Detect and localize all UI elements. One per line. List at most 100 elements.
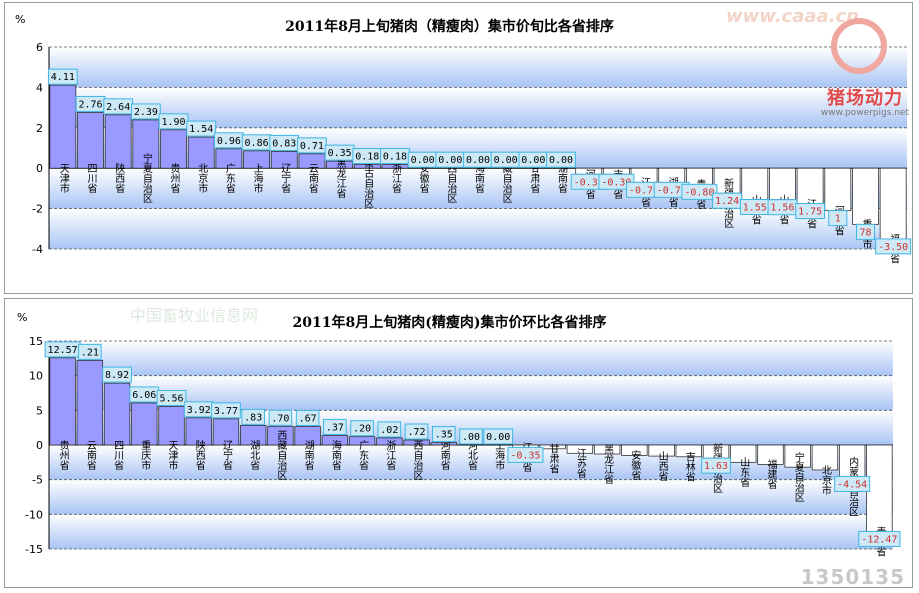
category-label: 安徽省 — [417, 162, 429, 194]
chart-huanbi: 15 10 5 0 -5 -10 -15% 2011年8月上旬猪肉(精瘦肉)集市价环比各省排序… — [17, 311, 901, 557]
category-label: 四川省 — [112, 440, 124, 471]
y-tick-label: -5 — [32, 474, 43, 487]
data-label: 3.77 — [214, 406, 238, 417]
data-label: -4.54 — [837, 479, 867, 490]
category-label: 广东省 — [357, 440, 369, 471]
data-label: 0.35 — [328, 148, 352, 159]
y-tick-label: 0 — [36, 162, 43, 175]
bar — [838, 444, 866, 477]
data-label: 2.39 — [134, 107, 158, 118]
data-label: 0.83 — [272, 138, 296, 149]
data-label: 1.54 — [189, 124, 213, 135]
chart-panel-xunbi: 6 4 2 0 -2 -4% 2011年8月上旬猪肉（精瘦肉）集市价旬比各省排序 天津市 四川省… — [4, 2, 913, 294]
bar — [298, 153, 326, 169]
category-label: 北京市 — [196, 163, 208, 194]
bar — [267, 425, 294, 446]
data-label: .37 — [326, 423, 344, 434]
data-label: -3.50 — [878, 242, 908, 253]
category-label: 河南省 — [438, 440, 450, 471]
data-label-box — [323, 419, 347, 436]
data-label-box — [241, 408, 265, 425]
bar — [326, 160, 354, 169]
category-label: 黑龙江省 — [334, 158, 346, 199]
bar — [215, 148, 243, 169]
bar — [648, 444, 675, 457]
category-label: 四川省 — [85, 163, 97, 194]
data-label: 0.86 — [245, 138, 269, 149]
bar — [294, 426, 321, 446]
data-label: 1.90 — [162, 117, 186, 128]
data-label: 0.18 — [383, 152, 407, 163]
bar — [212, 418, 240, 446]
bar — [49, 357, 76, 446]
plot-band — [49, 514, 893, 549]
bar — [879, 167, 907, 240]
bar — [76, 359, 104, 446]
data-label-box — [701, 457, 731, 474]
data-label-box — [47, 68, 78, 85]
data-label-box — [404, 423, 429, 440]
data-label: 0.00 — [466, 155, 490, 166]
category-label: 辽宁省 — [279, 163, 291, 194]
category-label: 广东省 — [223, 163, 235, 194]
data-label-box — [186, 120, 217, 137]
watermark-brand: 猪场动力 — [827, 88, 903, 109]
data-label: 6.06 — [132, 390, 156, 401]
data-label: 2.76 — [78, 99, 102, 110]
bar — [239, 424, 267, 446]
bar — [730, 444, 757, 463]
data-label: .21 — [81, 347, 99, 358]
category-label: 天津市 — [57, 163, 69, 194]
data-label: 5.56 — [159, 393, 183, 404]
category-label: 浙江省 — [384, 440, 396, 471]
data-label: 1.63 — [704, 461, 728, 472]
bar — [321, 435, 349, 446]
category-label: 贵州省 — [57, 439, 69, 471]
data-label-box — [78, 343, 102, 360]
bar — [376, 437, 403, 446]
data-label: 2.64 — [106, 102, 130, 113]
category-label: 福建省 — [765, 458, 777, 490]
data-label: .20 — [353, 424, 371, 435]
bar — [593, 444, 621, 455]
data-label: 3.92 — [187, 405, 211, 416]
bar — [185, 417, 212, 446]
category-label: 黑龙江省 — [602, 444, 614, 485]
watermark-logo: 猪场动力 www.powerpigs.net — [815, 18, 909, 128]
data-label: .72 — [408, 427, 426, 438]
data-label: -0.30 — [601, 177, 631, 188]
category-label: 云南省 — [306, 163, 318, 194]
data-label: -0.70 — [629, 185, 659, 196]
data-label-box — [507, 446, 544, 463]
category-label: 山东省 — [738, 457, 750, 488]
bar — [103, 382, 131, 446]
category-label: 江苏省 — [574, 448, 586, 479]
bar — [675, 444, 703, 458]
category-label: 宁夏自治区 — [792, 451, 804, 502]
y-tick-label: 0 — [36, 439, 43, 452]
category-label: 北京市 — [819, 465, 831, 496]
category-label: 云南省 — [84, 440, 96, 471]
pig-logo-icon — [831, 18, 887, 74]
bar — [811, 444, 839, 471]
y-tick-label: 15 — [29, 335, 43, 348]
category-label: 海南省 — [329, 439, 341, 471]
bar — [403, 439, 430, 446]
plot-band — [49, 47, 907, 88]
y-tick-label: 4 — [36, 81, 43, 94]
data-label: -12.47 — [861, 534, 897, 545]
data-label: .83 — [244, 412, 262, 423]
category-label: 海南省 — [473, 162, 485, 194]
bar — [784, 444, 811, 468]
data-label-box — [828, 210, 848, 227]
data-label: 4.11 — [51, 72, 75, 83]
category-label: 天津市 — [166, 440, 178, 471]
bar — [824, 167, 852, 212]
data-label: -0.30 — [574, 177, 604, 188]
data-label: -0.80 — [684, 187, 714, 198]
plot-band — [49, 479, 893, 515]
bar — [160, 129, 187, 169]
data-label-box — [211, 402, 241, 419]
watermark-middle: 中国畜牧业信息网 — [130, 306, 259, 325]
